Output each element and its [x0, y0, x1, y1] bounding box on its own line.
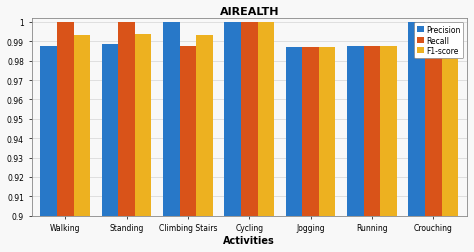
Bar [319, 48, 336, 252]
Bar [364, 46, 380, 252]
X-axis label: Activities: Activities [223, 235, 275, 245]
Bar [241, 23, 257, 252]
Bar [409, 23, 425, 252]
Bar [425, 46, 442, 252]
Bar [225, 23, 241, 252]
Bar [135, 35, 152, 252]
Bar [347, 46, 364, 252]
Bar [40, 47, 57, 252]
Legend: Precision, Recall, F1-score: Precision, Recall, F1-score [414, 23, 463, 59]
Bar [286, 48, 302, 252]
Bar [442, 35, 458, 252]
Title: AIREALTH: AIREALTH [219, 7, 279, 17]
Bar [380, 46, 397, 252]
Bar [163, 23, 180, 252]
Bar [257, 23, 274, 252]
Bar [196, 36, 213, 252]
Bar [118, 23, 135, 252]
Bar [302, 48, 319, 252]
Bar [102, 45, 118, 252]
Bar [73, 36, 90, 252]
Bar [180, 47, 196, 252]
Bar [57, 23, 73, 252]
